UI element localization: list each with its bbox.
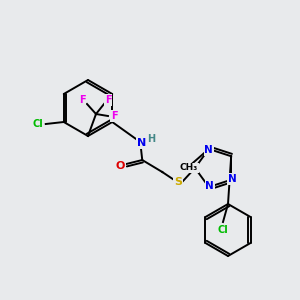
- Text: O: O: [116, 161, 125, 171]
- Text: N: N: [204, 145, 213, 155]
- Text: Cl: Cl: [218, 225, 228, 235]
- Text: H: H: [147, 134, 155, 144]
- Text: CH₃: CH₃: [180, 164, 198, 172]
- Text: N: N: [136, 138, 146, 148]
- Text: F: F: [111, 111, 117, 121]
- Text: N: N: [228, 174, 237, 184]
- Text: F: F: [105, 95, 111, 105]
- Text: F: F: [79, 95, 85, 105]
- Text: N: N: [206, 181, 214, 191]
- Text: S: S: [174, 177, 182, 187]
- Text: Cl: Cl: [32, 119, 43, 129]
